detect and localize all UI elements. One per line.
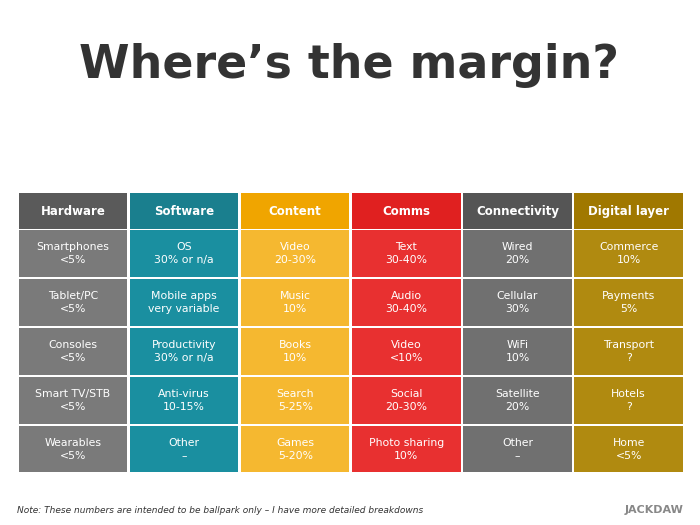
Text: Satellite
20%: Satellite 20%	[495, 388, 540, 412]
FancyBboxPatch shape	[463, 230, 572, 277]
FancyBboxPatch shape	[463, 328, 572, 375]
Text: Tablet/PC
<5%: Tablet/PC <5%	[48, 291, 98, 314]
Text: Payments
5%: Payments 5%	[602, 291, 655, 314]
Text: Text
30-40%: Text 30-40%	[385, 242, 427, 266]
FancyBboxPatch shape	[463, 426, 572, 472]
FancyBboxPatch shape	[575, 377, 682, 424]
Text: Digital layer: Digital layer	[588, 205, 669, 217]
Text: JACKDAW: JACKDAW	[625, 505, 684, 516]
FancyBboxPatch shape	[19, 377, 127, 424]
Text: Connectivity: Connectivity	[476, 205, 559, 217]
FancyBboxPatch shape	[241, 193, 349, 229]
FancyBboxPatch shape	[130, 279, 238, 326]
FancyBboxPatch shape	[575, 426, 682, 472]
Text: Note: These numbers are intended to be ballpark only – I have more detailed brea: Note: These numbers are intended to be b…	[18, 506, 424, 515]
FancyBboxPatch shape	[241, 328, 349, 375]
Text: Smart TV/STB
<5%: Smart TV/STB <5%	[36, 388, 111, 412]
FancyBboxPatch shape	[463, 377, 572, 424]
Text: Other
–: Other –	[502, 437, 533, 461]
Text: Photo sharing
10%: Photo sharing 10%	[369, 437, 444, 461]
FancyBboxPatch shape	[352, 377, 461, 424]
FancyBboxPatch shape	[575, 193, 682, 229]
FancyBboxPatch shape	[130, 328, 238, 375]
FancyBboxPatch shape	[352, 328, 461, 375]
Text: Content: Content	[269, 205, 321, 217]
FancyBboxPatch shape	[19, 230, 127, 277]
Text: Commerce
10%: Commerce 10%	[599, 242, 658, 266]
FancyBboxPatch shape	[352, 426, 461, 472]
Text: Games
5-20%: Games 5-20%	[276, 437, 314, 461]
Text: Wearables
<5%: Wearables <5%	[45, 437, 102, 461]
Text: Cellular
30%: Cellular 30%	[497, 291, 538, 314]
FancyBboxPatch shape	[575, 279, 682, 326]
Text: Mobile apps
very variable: Mobile apps very variable	[148, 291, 220, 314]
FancyBboxPatch shape	[463, 279, 572, 326]
Text: Smartphones
<5%: Smartphones <5%	[36, 242, 109, 266]
Text: Music
10%: Music 10%	[280, 291, 311, 314]
Text: Audio
30-40%: Audio 30-40%	[385, 291, 427, 314]
FancyBboxPatch shape	[352, 279, 461, 326]
Text: Consoles
<5%: Consoles <5%	[48, 340, 97, 363]
FancyBboxPatch shape	[352, 230, 461, 277]
FancyBboxPatch shape	[241, 426, 349, 472]
FancyBboxPatch shape	[352, 193, 461, 229]
Text: OS
30% or n/a: OS 30% or n/a	[154, 242, 214, 266]
Text: Software: Software	[154, 205, 214, 217]
Text: Wired
20%: Wired 20%	[502, 242, 533, 266]
Text: Hardware: Hardware	[41, 205, 106, 217]
FancyBboxPatch shape	[575, 328, 682, 375]
Text: Where’s the margin?: Where’s the margin?	[79, 43, 619, 88]
FancyBboxPatch shape	[130, 377, 238, 424]
FancyBboxPatch shape	[575, 230, 682, 277]
FancyBboxPatch shape	[241, 279, 349, 326]
FancyBboxPatch shape	[19, 279, 127, 326]
Text: WiFi
10%: WiFi 10%	[505, 340, 530, 363]
Text: Other
–: Other –	[169, 437, 199, 461]
FancyBboxPatch shape	[130, 426, 238, 472]
Text: Social
20-30%: Social 20-30%	[385, 388, 427, 412]
Text: Video
20-30%: Video 20-30%	[274, 242, 316, 266]
Text: Transport
?: Transport ?	[603, 340, 654, 363]
Text: Comms: Comms	[382, 205, 430, 217]
Text: Productivity
30% or n/a: Productivity 30% or n/a	[152, 340, 216, 363]
FancyBboxPatch shape	[130, 230, 238, 277]
FancyBboxPatch shape	[19, 328, 127, 375]
FancyBboxPatch shape	[130, 193, 238, 229]
FancyBboxPatch shape	[241, 230, 349, 277]
Text: Home
<5%: Home <5%	[612, 437, 645, 461]
Text: Books
10%: Books 10%	[279, 340, 312, 363]
FancyBboxPatch shape	[241, 377, 349, 424]
FancyBboxPatch shape	[19, 426, 127, 472]
Text: Video
<10%: Video <10%	[390, 340, 423, 363]
Text: Anti-virus
10-15%: Anti-virus 10-15%	[158, 388, 210, 412]
Text: Search
5-25%: Search 5-25%	[276, 388, 314, 412]
FancyBboxPatch shape	[463, 193, 572, 229]
FancyBboxPatch shape	[19, 193, 127, 229]
Text: Hotels
?: Hotels ?	[611, 388, 646, 412]
